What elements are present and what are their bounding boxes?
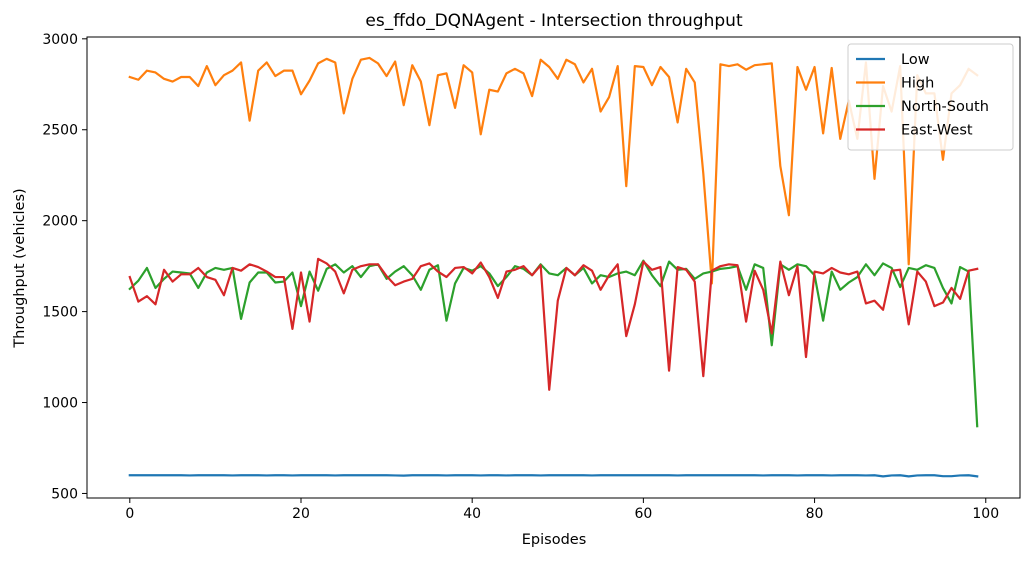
- y-tick-label: 1500: [42, 305, 78, 321]
- y-tick-label: 3000: [42, 32, 78, 48]
- x-tick-label: 60: [634, 506, 652, 522]
- series-line-north-south: [128, 259, 979, 428]
- chart-title: es_ffdo_DQNAgent - Intersection throughp…: [365, 11, 743, 31]
- y-tick-label: 2500: [42, 123, 78, 139]
- legend-label-high: High: [901, 76, 934, 92]
- y-axis-label: Throughput (vehicles): [12, 188, 28, 348]
- x-tick-label: 100: [972, 506, 999, 522]
- y-tick-label: 1000: [42, 396, 78, 412]
- y-tick-label: 2000: [42, 214, 78, 230]
- legend-label-north-south: North-South: [901, 99, 989, 115]
- legend-label-low: Low: [901, 52, 930, 68]
- legend-label-east-west: East-West: [901, 123, 973, 139]
- series-line-east-west: [128, 257, 979, 391]
- series-line-high: [128, 56, 979, 285]
- x-tick-label: 80: [806, 506, 824, 522]
- legend: Low High North-South East-West: [847, 43, 1014, 151]
- x-tick-label: 40: [463, 506, 481, 522]
- plot-frame: [86, 36, 1021, 499]
- legend-box: [847, 43, 1014, 151]
- x-axis-label: Episodes: [522, 532, 587, 548]
- series-line-low: [128, 474, 979, 478]
- x-tick-label: 20: [292, 506, 310, 522]
- x-tick-label: 0: [125, 506, 134, 522]
- y-tick-label: 500: [51, 486, 78, 502]
